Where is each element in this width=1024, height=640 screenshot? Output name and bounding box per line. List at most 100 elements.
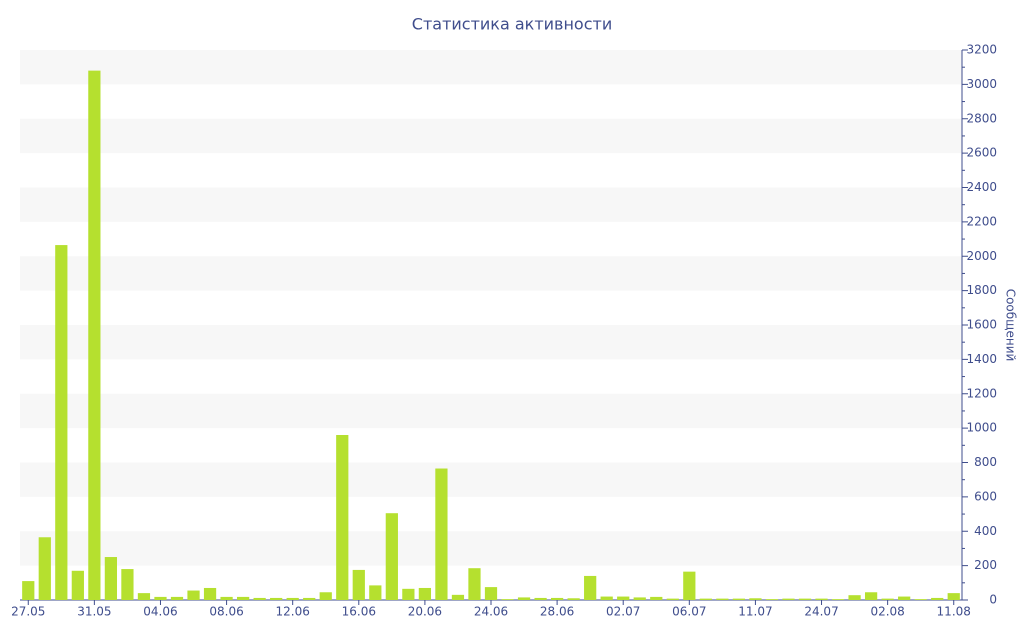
bar (864, 592, 878, 600)
x-tick-label: 02.08 (870, 605, 904, 619)
bar (798, 598, 812, 600)
bar (220, 596, 233, 600)
bar (517, 597, 531, 600)
bar (881, 598, 894, 600)
bar (914, 599, 927, 600)
bar (683, 571, 696, 600)
grid-band (20, 462, 962, 497)
bar (402, 588, 415, 600)
x-tick-label: 04.06 (143, 605, 177, 619)
grid-band (20, 393, 962, 429)
bar (451, 594, 465, 600)
bar (286, 597, 299, 600)
bar (815, 598, 828, 600)
bar (22, 581, 35, 600)
bar (253, 597, 266, 600)
grid-band (20, 256, 962, 291)
bar (121, 569, 134, 600)
bar (170, 596, 184, 600)
bar (600, 596, 613, 600)
bar (104, 557, 118, 600)
bar (831, 599, 845, 600)
y-tick-label: 1000 (966, 421, 997, 435)
x-tick-label: 27.05 (11, 605, 45, 619)
bar (303, 597, 316, 600)
bar (716, 598, 729, 600)
y-tick-label: 2000 (966, 249, 997, 263)
y-tick-label: 3000 (966, 77, 997, 91)
bar (765, 599, 779, 600)
x-tick-label: 24.06 (474, 605, 508, 619)
bar (385, 513, 398, 600)
x-tick-label: 20.06 (408, 605, 442, 619)
bar (567, 598, 580, 600)
bar (633, 597, 646, 600)
y-tick-label: 2200 (966, 214, 997, 228)
chart-title: Статистика активности (412, 15, 612, 34)
y-tick-label: 3200 (966, 43, 997, 57)
x-tick-label: 08.06 (209, 605, 243, 619)
bar (947, 593, 960, 600)
bar (732, 598, 746, 600)
y-tick-label: 200 (974, 558, 997, 572)
y-tick-label: 1400 (966, 352, 997, 366)
bar (898, 596, 911, 600)
y-tick-label: 0 (989, 593, 997, 607)
grid-band (20, 50, 962, 85)
bar (782, 598, 795, 600)
grid-band (20, 187, 962, 222)
grid-band (20, 531, 962, 566)
grid-band (20, 118, 962, 154)
bar (418, 587, 432, 600)
bar (468, 568, 481, 600)
x-tick-label: 06.07 (672, 605, 706, 619)
bar (352, 569, 365, 600)
x-tick-label: 24.07 (804, 605, 838, 619)
x-tick-label: 11.08 (937, 605, 971, 619)
x-tick-label: 16.06 (342, 605, 376, 619)
bar (666, 598, 679, 600)
bar (236, 596, 250, 600)
y-tick-label: 2600 (966, 146, 997, 160)
y-axis-label: Сообщений (1004, 289, 1018, 362)
x-tick-label: 28.06 (540, 605, 574, 619)
bar (484, 587, 498, 600)
bar (137, 593, 151, 600)
bar (848, 595, 861, 600)
bar (319, 592, 332, 600)
bar (650, 596, 663, 600)
bar (550, 597, 564, 600)
y-tick-label: 600 (974, 489, 997, 503)
bar (534, 597, 547, 600)
y-tick-label: 400 (974, 524, 997, 538)
bar (38, 537, 51, 600)
bar (501, 599, 514, 600)
y-tick-label: 1600 (966, 318, 997, 332)
y-tick-label: 1800 (966, 283, 997, 297)
bar (203, 587, 217, 600)
y-tick-label: 2800 (966, 111, 997, 125)
y-tick-label: 1200 (966, 386, 997, 400)
x-tick-label: 12.06 (276, 605, 310, 619)
y-tick-label: 2400 (966, 180, 997, 194)
bar (435, 468, 448, 600)
grid-band (20, 325, 962, 360)
bar (931, 597, 944, 600)
bar (699, 598, 712, 600)
bar (71, 570, 84, 600)
x-tick-label: 11.07 (738, 605, 772, 619)
bar (88, 70, 101, 600)
x-tick-label: 02.07 (606, 605, 640, 619)
bar (270, 597, 283, 600)
y-tick-label: 800 (974, 455, 997, 469)
bar (369, 585, 382, 600)
bar (584, 575, 597, 600)
bar (154, 596, 167, 600)
bar (187, 590, 200, 600)
x-tick-label: 31.05 (77, 605, 111, 619)
bar (336, 435, 349, 600)
bar (617, 596, 630, 600)
bar (749, 598, 762, 600)
bar (55, 245, 68, 600)
